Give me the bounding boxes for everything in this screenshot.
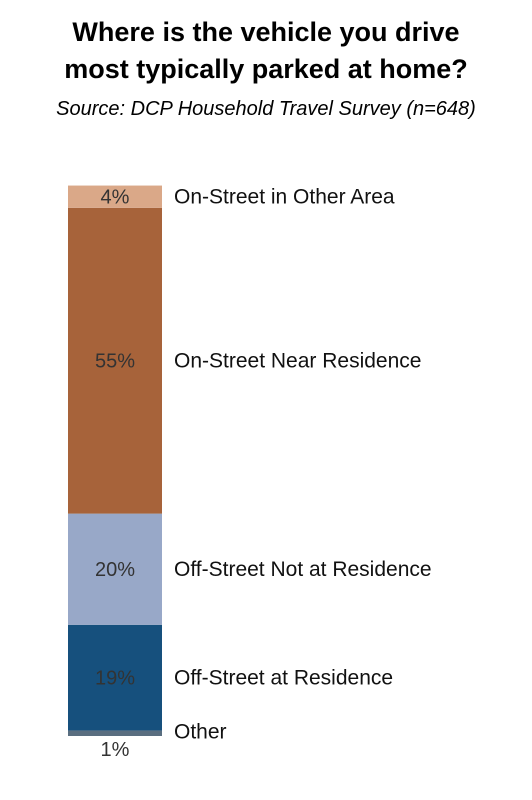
chart-subtitle: Source: DCP Household Travel Survey (n=6… (56, 98, 476, 120)
bar-segment-off-street-at-residence (68, 624, 162, 731)
category-label-off-street-not-at-residence: Off-Street Not at Residence (174, 558, 432, 581)
value-label-other: 1% (101, 739, 130, 761)
chart-title-line-1: Where is the vehicle you drive (72, 17, 460, 47)
category-label-off-street-at-residence: Off-Street at Residence (174, 667, 393, 690)
chart-title: Where is the vehicle you drive most typi… (0, 14, 532, 88)
chart-title-line-2: most typically parked at home? (64, 54, 468, 84)
bar-segment-on-street-near-residence (68, 207, 162, 514)
category-label-other: Other (174, 720, 227, 743)
bar-segment-on-street-in-other-area (68, 185, 162, 208)
value-label-on-street-in-other-area: 4% (101, 187, 130, 209)
category-label-on-street-near-residence: On-Street Near Residence (174, 350, 421, 373)
category-label-on-street-in-other-area: On-Street in Other Area (174, 186, 395, 209)
value-label-off-street-not-at-residence: 20% (95, 559, 135, 581)
value-label-on-street-near-residence: 55% (95, 351, 135, 373)
bar-segment-off-street-not-at-residence (68, 513, 162, 625)
bar-segment-other (68, 730, 162, 736)
value-label-off-street-at-residence: 19% (95, 668, 135, 690)
